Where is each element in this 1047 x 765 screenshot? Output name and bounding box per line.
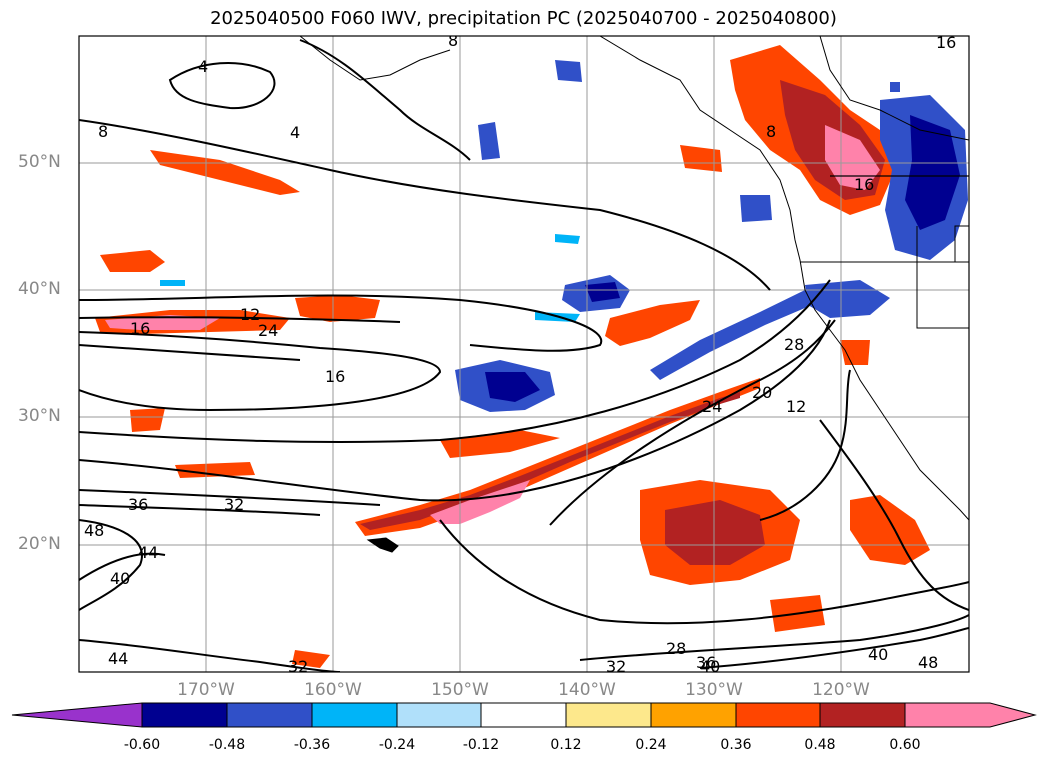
lon-label: 120°W bbox=[812, 680, 870, 700]
lon-label: 170°W bbox=[177, 680, 235, 700]
colorbar-swatch bbox=[650, 702, 737, 728]
colorbar-tick-label: -0.60 bbox=[123, 737, 161, 753]
lon-label: 130°W bbox=[685, 680, 743, 700]
contour-label: 16 bbox=[325, 367, 345, 386]
contour-label: 32 bbox=[606, 657, 626, 676]
lat-label: 20°N bbox=[18, 534, 61, 554]
contour-label: 44 bbox=[108, 649, 128, 668]
contour-label: 20 bbox=[752, 383, 772, 402]
contour-label: 24 bbox=[702, 397, 722, 416]
contour-label: 40 bbox=[110, 569, 130, 588]
colorbar-tick-label: -0.48 bbox=[208, 737, 246, 753]
contour-label: 12 bbox=[786, 397, 806, 416]
contour-label: 4 bbox=[198, 57, 208, 76]
colorbar-tick-label: 0.24 bbox=[635, 737, 667, 753]
contour-label: 8 bbox=[98, 122, 108, 141]
contour-label: 40 bbox=[868, 645, 888, 664]
lon-label: 150°W bbox=[431, 680, 489, 700]
lon-label: 160°W bbox=[304, 680, 362, 700]
coastlines bbox=[299, 36, 969, 553]
contour-label: 24 bbox=[258, 321, 278, 340]
contour-label: 28 bbox=[784, 335, 804, 354]
colorbar-swatch bbox=[396, 702, 482, 728]
contour-label: 48 bbox=[84, 521, 104, 540]
contour-label: 32 bbox=[288, 657, 308, 676]
colorbar-swatch bbox=[819, 702, 906, 728]
colorbar-tick-label: -0.12 bbox=[462, 737, 500, 753]
contour-label: 12 bbox=[240, 305, 260, 324]
lat-label: 30°N bbox=[18, 406, 61, 426]
contour-label: 4 bbox=[290, 123, 300, 142]
colorbar-extend-high bbox=[904, 702, 1037, 728]
lat-label: 50°N bbox=[18, 152, 61, 172]
colorbar-tick-label: -0.24 bbox=[378, 737, 416, 753]
contour-label: 16 bbox=[936, 33, 956, 52]
contour-label: 8 bbox=[448, 31, 458, 50]
contour-label: 48 bbox=[918, 653, 938, 672]
map-frame bbox=[78, 35, 970, 673]
contour-label: 8 bbox=[766, 122, 776, 141]
colorbar-swatch bbox=[141, 702, 228, 728]
contour-label-group: 4 4 8 8 8 12 12 16 16 16 16 20 24 24 28 … bbox=[84, 31, 956, 676]
precip-positive-patches bbox=[95, 45, 930, 668]
contour-label: 16 bbox=[854, 175, 874, 194]
colorbar-swatch bbox=[735, 702, 821, 728]
colorbar-swatch bbox=[480, 702, 567, 728]
colorbar-swatch bbox=[226, 702, 313, 728]
colorbar-tick-label: 0.60 bbox=[889, 737, 921, 753]
contour-label: 32 bbox=[224, 495, 244, 514]
colorbar-swatch bbox=[311, 702, 398, 728]
contour-label: 36 bbox=[696, 653, 716, 672]
iwv-contours bbox=[79, 39, 969, 672]
lat-label: 40°N bbox=[18, 279, 61, 299]
contour-label: 44 bbox=[138, 543, 158, 562]
map-title: 2025040500 F060 IWV, precipitation PC (2… bbox=[210, 8, 837, 29]
colorbar-extend-low bbox=[11, 702, 143, 728]
colorbar-tick-label: 0.12 bbox=[550, 737, 582, 753]
colorbar-tick-label: 0.48 bbox=[804, 737, 836, 753]
contour-label: 36 bbox=[128, 495, 148, 514]
map-panel: 4 4 8 8 8 12 12 16 16 16 16 20 24 24 28 … bbox=[79, 31, 969, 676]
contour-label: 16 bbox=[130, 319, 150, 338]
colorbar-tick-label: 0.36 bbox=[720, 737, 752, 753]
colorbar bbox=[11, 702, 1037, 728]
colorbar-tick-label: -0.36 bbox=[293, 737, 331, 753]
contour-label: 28 bbox=[666, 639, 686, 658]
contour-label: 40 bbox=[700, 657, 720, 676]
gridlines bbox=[79, 36, 969, 672]
lon-label: 140°W bbox=[558, 680, 616, 700]
colorbar-swatch bbox=[565, 702, 652, 728]
